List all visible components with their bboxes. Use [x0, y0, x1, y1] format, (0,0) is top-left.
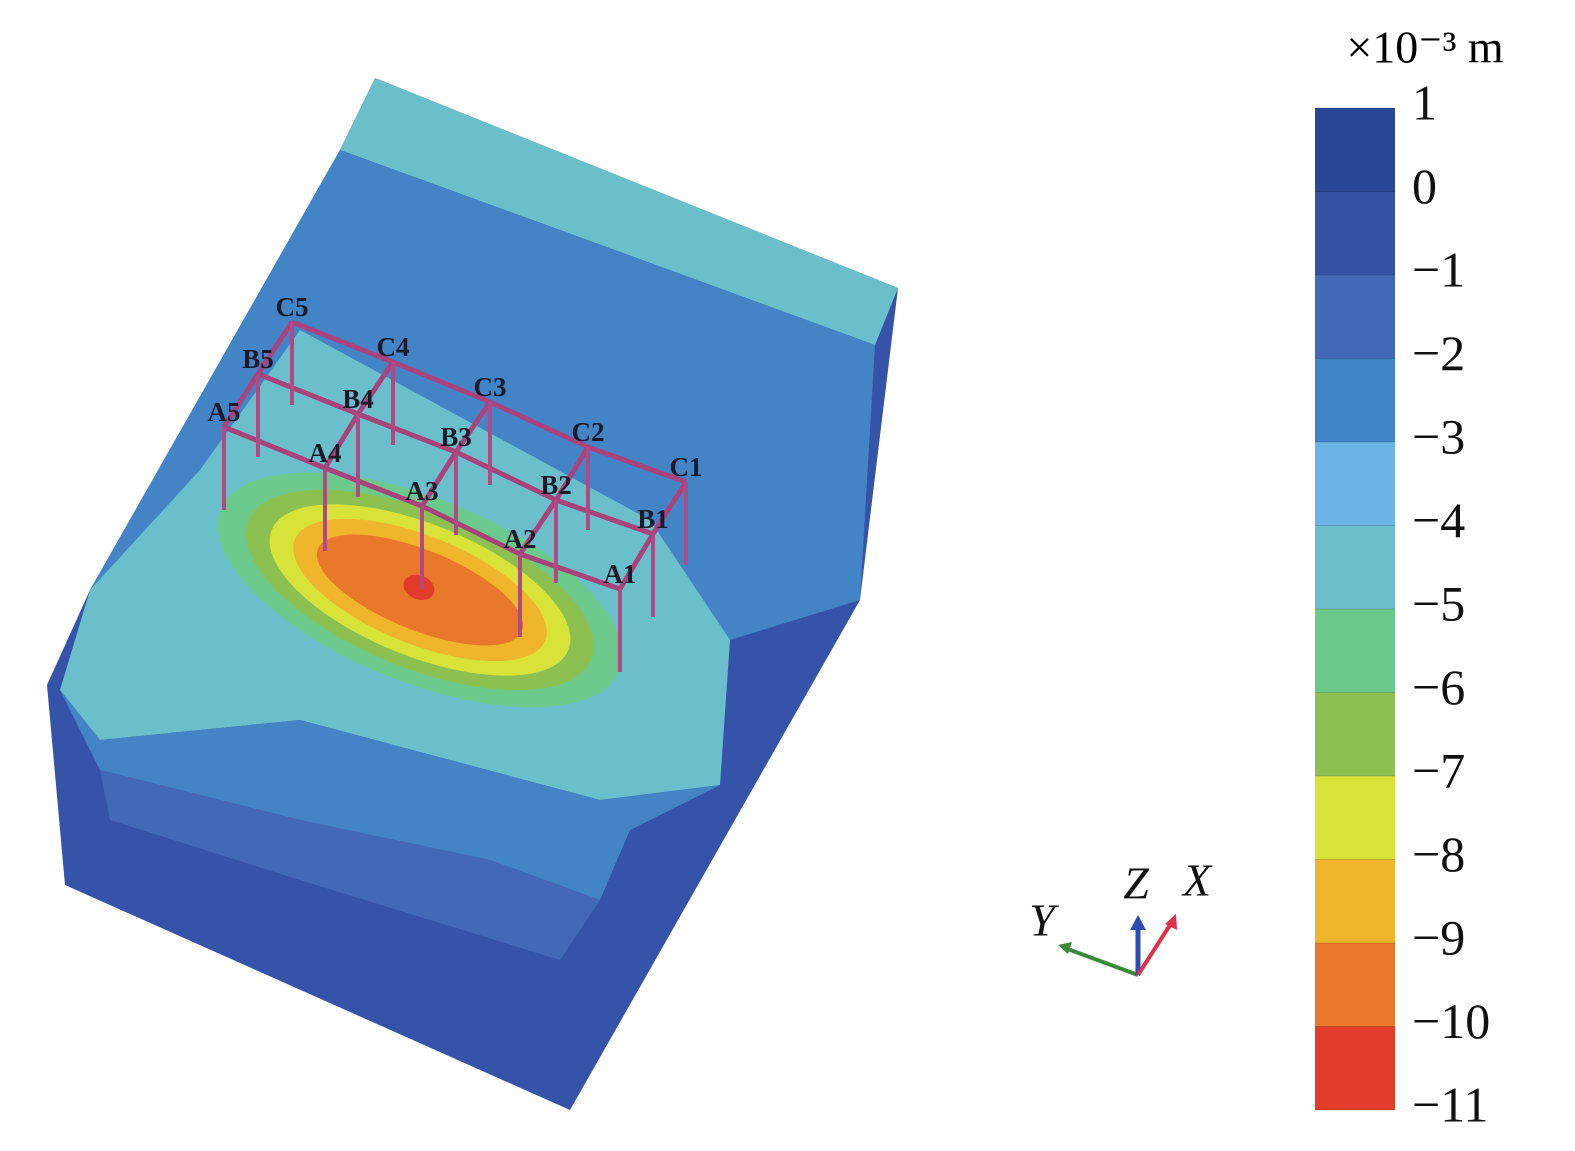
colorbar-tick-label: −5	[1412, 575, 1465, 631]
beam	[324, 465, 423, 509]
node-labels: A1 A2 A3 A4 A5 B1 B2 B3 B4 B5 C1 C2 C3 C4 C5	[208, 292, 703, 589]
beam	[419, 450, 459, 508]
axis-label-x: X	[1181, 855, 1213, 906]
colorbar-tick-label: −3	[1412, 408, 1465, 464]
colorbar-band	[1315, 525, 1395, 609]
axis-label-z: Z	[1123, 858, 1149, 909]
soil-block	[47, 78, 898, 1110]
beam	[257, 371, 359, 417]
colorbar-tick-label: −1	[1412, 241, 1465, 297]
node-label: A3	[406, 476, 439, 506]
beam	[617, 532, 656, 591]
beam	[555, 497, 654, 537]
beam	[420, 503, 522, 557]
colorbar-band	[1315, 943, 1395, 1027]
colorbar-band	[1315, 358, 1395, 442]
beam	[255, 320, 295, 376]
beam	[454, 449, 558, 503]
colorbar-tick-label: −4	[1412, 492, 1465, 548]
node-label: B1	[637, 504, 669, 534]
beam	[221, 372, 261, 429]
axis-label-y: Y	[1029, 895, 1059, 946]
node-label: A5	[208, 397, 241, 427]
colorbar-band	[1315, 859, 1395, 943]
colorbar-tick-label: −9	[1412, 909, 1465, 965]
node-label: C5	[276, 292, 309, 322]
colorbar-band	[1315, 191, 1395, 275]
node-label: C2	[572, 417, 605, 447]
beam	[392, 359, 491, 405]
node-label: B4	[342, 384, 374, 414]
beam	[291, 319, 394, 365]
beam	[650, 480, 689, 536]
beam	[488, 399, 590, 450]
node-label: B2	[540, 470, 572, 500]
beam	[519, 551, 621, 592]
node-label: B3	[440, 422, 472, 452]
colorbar-tick-label: −2	[1412, 325, 1465, 381]
colorbar: 1 0 −1 −2 −3 −4 −5 −6 −7 −8 −9 −10 −11	[1315, 74, 1490, 1132]
colorbar-tick-label: −10	[1412, 993, 1490, 1049]
colorbar-tick-label: −7	[1412, 742, 1465, 798]
colorbar-unit: ×10⁻³ m	[1346, 22, 1504, 73]
colorbar-tick-label: −6	[1412, 659, 1465, 715]
beam	[357, 411, 457, 455]
node-label: C4	[377, 332, 410, 362]
colorbar-band	[1315, 442, 1395, 526]
colorbar-band	[1315, 108, 1395, 192]
node-label: C3	[474, 372, 507, 402]
colorbar-tick-label: −8	[1412, 826, 1465, 882]
beam	[517, 498, 559, 556]
node-label: A1	[604, 559, 637, 589]
node-label: A4	[309, 438, 342, 468]
beam	[453, 400, 493, 454]
beam	[355, 360, 396, 416]
colorbar-band	[1315, 1026, 1395, 1110]
colorbar-band	[1315, 692, 1395, 776]
colorbar-tick-label: 1	[1412, 74, 1437, 130]
node-label: C1	[670, 452, 703, 482]
colorbar-band	[1315, 275, 1395, 359]
node-label: B5	[242, 344, 274, 374]
colorbar-tick-label: −11	[1412, 1076, 1488, 1132]
pile-frame	[221, 319, 689, 672]
axes-triad	[1058, 914, 1177, 977]
beam	[322, 412, 361, 470]
colorbar-band	[1315, 776, 1395, 860]
colorbar-band	[1315, 609, 1395, 693]
colorbar-tick-label: 0	[1412, 158, 1437, 214]
beam	[553, 445, 591, 502]
beam	[223, 424, 326, 471]
beam	[587, 444, 687, 485]
node-label: A2	[504, 524, 537, 554]
